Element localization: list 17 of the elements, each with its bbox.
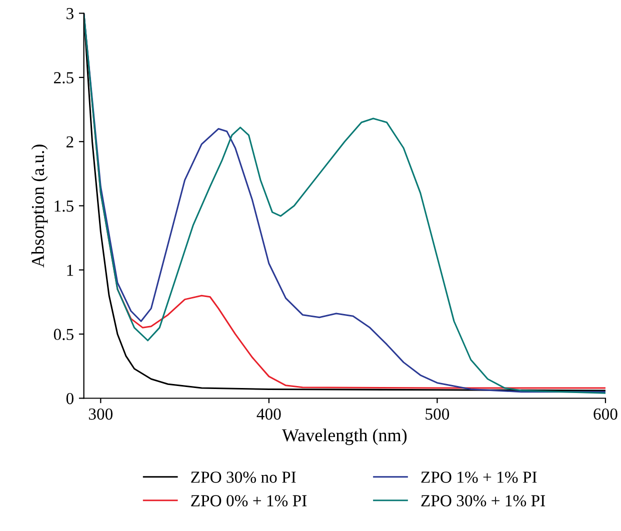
y-tick-label: 3 (66, 8, 74, 20)
y-tick-label: 2 (66, 136, 74, 148)
x-tick-label: 500 (426, 408, 450, 420)
y-tick-label: 1 (67, 264, 74, 276)
x-tick-label: 400 (256, 408, 281, 420)
legend-label: ZPO 30% no PI (191, 472, 296, 483)
legend-label: ZPO 30% + 1% PI (421, 495, 546, 506)
x-tick-label: 300 (88, 408, 113, 420)
legend-label: ZPO 1% + 1% PI (421, 472, 537, 483)
x-tick-label: 600 (594, 408, 618, 420)
x-axis-title: Wavelength (nm) (282, 428, 407, 446)
y-tick-label: 1.5 (54, 200, 74, 212)
y-axis-title: Absorption (a.u.) (31, 144, 48, 268)
y-tick-label: 0 (66, 392, 74, 404)
y-tick-label: 2.5 (54, 72, 74, 84)
legend-label: ZPO 0% + 1% PI (191, 495, 307, 506)
y-tick-label: 0.5 (54, 328, 74, 340)
